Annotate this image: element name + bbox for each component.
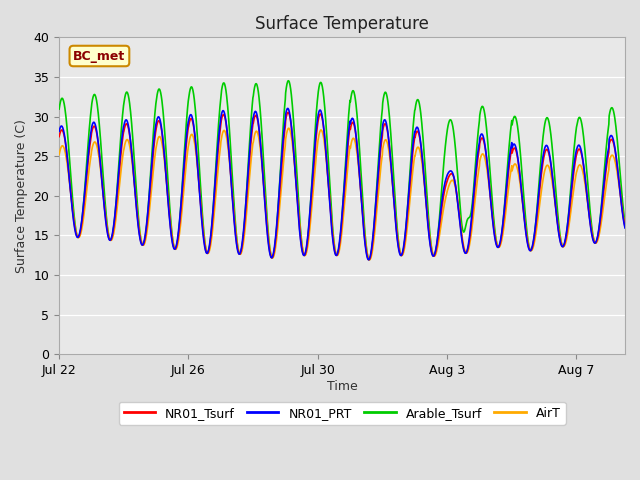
AirT [259, 174, 267, 180]
NR01_Tsurf [365, 257, 372, 263]
Arable_Tsurf [365, 257, 373, 263]
AirT [314, 138, 322, 144]
AirT [365, 257, 373, 263]
Line: Arable_Tsurf: Arable_Tsurf [59, 81, 625, 260]
Arable_Tsurf [285, 78, 292, 84]
NR01_Tsurf [217, 124, 225, 130]
Title: Surface Temperature: Surface Temperature [255, 15, 429, 33]
NR01_Tsurf [435, 228, 443, 233]
NR01_PRT [217, 118, 225, 124]
Line: AirT: AirT [59, 128, 625, 260]
NR01_PRT [104, 233, 112, 239]
Line: NR01_Tsurf: NR01_Tsurf [59, 112, 625, 260]
Arable_Tsurf [314, 91, 322, 97]
NR01_Tsurf [314, 119, 322, 124]
Arable_Tsurf [217, 97, 225, 103]
Arable_Tsurf [269, 253, 277, 259]
NR01_PRT [259, 175, 267, 181]
NR01_PRT [55, 129, 63, 134]
Y-axis label: Surface Temperature (C): Surface Temperature (C) [15, 119, 28, 273]
AirT [104, 229, 112, 235]
AirT [269, 254, 277, 260]
NR01_Tsurf [104, 232, 112, 238]
Arable_Tsurf [621, 220, 629, 226]
AirT [621, 222, 629, 228]
Line: NR01_PRT: NR01_PRT [59, 108, 625, 260]
NR01_PRT [365, 257, 372, 263]
X-axis label: Time: Time [326, 380, 358, 393]
AirT [435, 236, 443, 242]
NR01_PRT [435, 223, 443, 229]
Arable_Tsurf [104, 228, 112, 234]
NR01_PRT [269, 252, 277, 257]
NR01_PRT [284, 106, 291, 111]
NR01_Tsurf [621, 224, 629, 229]
AirT [217, 143, 225, 149]
Arable_Tsurf [55, 106, 63, 112]
Arable_Tsurf [259, 149, 267, 155]
NR01_PRT [314, 113, 322, 119]
AirT [285, 125, 292, 131]
NR01_PRT [621, 225, 629, 231]
NR01_Tsurf [284, 109, 292, 115]
NR01_Tsurf [269, 253, 277, 259]
Arable_Tsurf [435, 221, 443, 227]
AirT [55, 152, 63, 157]
NR01_Tsurf [55, 134, 63, 140]
NR01_Tsurf [259, 173, 267, 179]
Legend: NR01_Tsurf, NR01_PRT, Arable_Tsurf, AirT: NR01_Tsurf, NR01_PRT, Arable_Tsurf, AirT [118, 402, 566, 424]
Text: BC_met: BC_met [74, 49, 125, 62]
